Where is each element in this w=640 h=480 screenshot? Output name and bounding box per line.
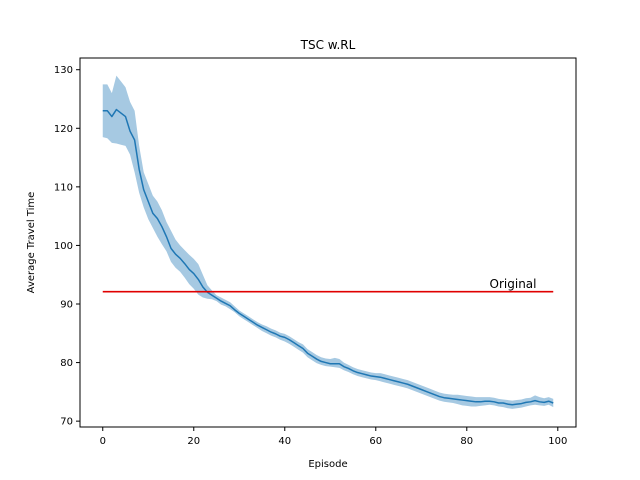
mean-line <box>102 108 554 406</box>
x-axis-label: Episode <box>308 459 347 470</box>
y-tick-label: 110 <box>54 182 73 193</box>
y-tick-label: 120 <box>54 124 73 135</box>
x-tick-label: 60 <box>369 436 382 447</box>
x-tick-label: 100 <box>548 436 567 447</box>
x-tick-label: 80 <box>460 436 473 447</box>
x-tick-label: 0 <box>100 436 106 447</box>
annotation-label: Original <box>490 277 537 291</box>
y-axis-ticks: 70 80 90 100 110 120 130 <box>54 65 80 428</box>
x-axis-ticks: 0 20 40 60 80 100 <box>100 427 567 447</box>
y-tick-label: 90 <box>60 300 73 311</box>
x-tick-label: 40 <box>278 436 291 447</box>
y-tick-label: 80 <box>60 358 73 369</box>
annotation-layer: Original <box>490 277 537 291</box>
line-layer <box>102 108 554 406</box>
x-tick-label: 20 <box>187 436 200 447</box>
chart-title: TSC w.RL <box>300 38 356 52</box>
y-tick-label: 70 <box>60 417 73 428</box>
y-tick-label: 100 <box>54 241 73 252</box>
y-axis-label: Average Travel Time <box>26 192 37 294</box>
axes-frame <box>79 57 577 428</box>
y-tick-label: 130 <box>54 65 73 76</box>
